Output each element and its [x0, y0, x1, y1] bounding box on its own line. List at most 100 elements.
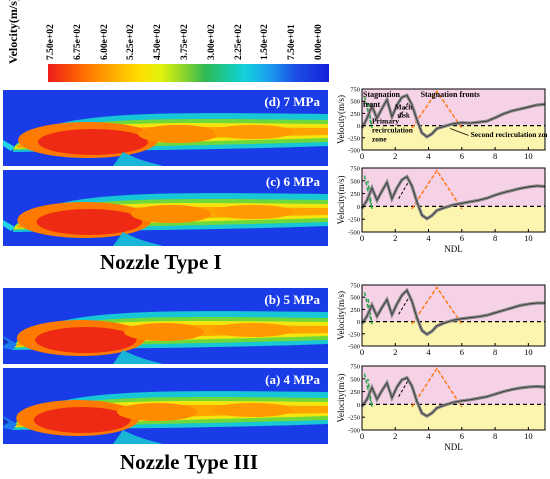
- y-axis-label: Velocity(m/s): [336, 95, 346, 144]
- x-tick-label: 6: [460, 233, 464, 243]
- x-tick-label: 0: [360, 431, 364, 441]
- plot-frame: [361, 88, 546, 151]
- velocity-contour-field: (a) 4 MPa: [3, 368, 328, 444]
- velocity-curve-core: [361, 377, 546, 417]
- colorbar-tick-label: 3.75e+02: [180, 24, 190, 60]
- contour-plot: [3, 368, 328, 444]
- x-tick-label: 10: [524, 233, 533, 243]
- colorbar-tick-label: 7.50e+02: [46, 24, 56, 60]
- velocity-curve-core: [361, 289, 545, 335]
- y-tick-label: 0: [357, 402, 360, 409]
- mach-disk-arrow: [398, 379, 410, 397]
- y-tick-label: 500: [350, 376, 360, 383]
- colorbar-tick-label: 6.75e+02: [72, 24, 83, 60]
- stagnation-fronts-arrow: [411, 90, 463, 129]
- colorbar-tick-label: 5.25e+02: [126, 24, 137, 60]
- contour-plot: [3, 170, 328, 246]
- x-tick-label: 10: [524, 347, 533, 357]
- velocity-contour-field: (c) 6 MPa: [3, 170, 328, 246]
- colorbar-tick-label: 2.25e+02: [233, 24, 244, 60]
- x-tick-label: 0: [360, 233, 364, 243]
- colorbar-tick-label: 4.50e+02: [153, 24, 164, 60]
- stagnation-fronts-arrow: [411, 286, 463, 325]
- plot-frame: [361, 284, 546, 347]
- y-tick-label: -250: [348, 217, 360, 224]
- x-axis-label: NDL: [444, 244, 463, 254]
- background-yellow: [362, 321, 545, 346]
- x-tick-label: 2: [393, 347, 397, 357]
- chart-panel-b: -500 -250 0 250 500 750 0 2 4 6 8 10 Velocity(m/s): [335, 283, 547, 358]
- mach-disk-annotation: Mach disk: [395, 103, 412, 119]
- x-tick-label: 10: [524, 431, 533, 441]
- plot-frame: [361, 167, 546, 233]
- stagnation-fronts-annotation: Stagnation fronts: [421, 90, 480, 99]
- y-axis-label: Velocity(m/s): [336, 176, 346, 225]
- colorbar-tick-label: 3.00e+02: [206, 24, 217, 60]
- stagnation-fronts-arrow: [411, 367, 463, 408]
- y-tick-label: 500: [350, 295, 360, 302]
- pressure-label: (d) 7 MPa: [264, 94, 320, 109]
- chart-panel-c: -500 -250 0 250 500 750 0 2 4 6 8 10 Velocity(m/s) ND…: [335, 166, 547, 254]
- pressure-label: (c) 6 MPa: [265, 174, 320, 189]
- x-tick-label: 2: [393, 431, 397, 441]
- pressure-label: (a) 4 MPa: [265, 372, 320, 387]
- background-yellow: [362, 404, 545, 430]
- second-recirculation-annotation: Second recirculation zone: [471, 130, 547, 139]
- y-tick-label: 750: [350, 87, 360, 94]
- y-axis-label: Velocity(m/s): [336, 374, 346, 423]
- x-tick-label: 2: [393, 233, 397, 243]
- x-tick-label: 4: [426, 347, 431, 357]
- contour-plot: [3, 288, 328, 364]
- x-tick-label: 4: [426, 431, 431, 441]
- y-tick-label: 750: [350, 166, 360, 173]
- y-axis-label: Velocity(m/s): [336, 291, 346, 340]
- nozzle-type-1-title: Nozzle Type I: [100, 250, 222, 274]
- y-tick-label: 250: [350, 191, 360, 198]
- x-tick-label: 4: [426, 233, 431, 243]
- x-tick-label: 6: [460, 347, 464, 357]
- x-tick-label: 0: [360, 151, 364, 161]
- mach-disk-arrow: [398, 181, 410, 199]
- second-zone-pointer: [450, 128, 469, 136]
- y-tick-label: 500: [350, 178, 360, 185]
- colorbar-tick-label: 6.00e+02: [99, 24, 110, 60]
- x-tick-label: 6: [460, 431, 464, 441]
- y-tick-label: 500: [350, 99, 360, 106]
- y-tick-label: -250: [348, 415, 360, 422]
- y-tick-label: 250: [350, 111, 360, 118]
- plot-frame: [361, 365, 546, 431]
- colorbar-tick-label: 0.00e+00: [314, 24, 324, 60]
- velocity-curve-core: [361, 94, 546, 138]
- y-tick-label: 250: [350, 389, 360, 396]
- velocity-curve-core: [361, 176, 546, 220]
- y-tick-label: -500: [348, 148, 360, 155]
- x-tick-label: 8: [493, 347, 497, 357]
- x-tick-label: 2: [393, 151, 397, 161]
- nozzle-type-3-title: Nozzle Type III: [120, 450, 259, 474]
- pressure-label: (b) 5 MPa: [264, 292, 320, 307]
- x-tick-label: 8: [493, 151, 497, 161]
- y-tick-label: 0: [357, 123, 360, 130]
- y-tick-label: 0: [357, 319, 360, 326]
- x-tick-label: 4: [426, 151, 431, 161]
- velocity-colorbar: [48, 64, 329, 82]
- y-tick-label: -250: [348, 135, 360, 142]
- x-axis-label: NDL: [444, 442, 463, 452]
- y-tick-label: 750: [350, 283, 360, 290]
- y-tick-label: 0: [357, 204, 360, 211]
- colorbar-tick-label: 1.50e+02: [260, 24, 271, 60]
- contour-plot: [3, 90, 328, 166]
- mach-disk-arrow: [398, 101, 410, 119]
- colorbar-tick-label: 7.50e+01: [287, 24, 298, 60]
- x-tick-label: 10: [524, 151, 533, 161]
- background-pink: [362, 366, 545, 405]
- velocity-contour-field: (b) 5 MPa: [3, 288, 328, 364]
- y-tick-label: -500: [348, 344, 360, 351]
- x-tick-label: 8: [493, 431, 497, 441]
- y-tick-label: 250: [350, 307, 360, 314]
- y-tick-label: -250: [348, 331, 360, 338]
- x-tick-label: 6: [460, 151, 464, 161]
- chart-panel-a: -500 -250 0 250 500 750 0 2 4 6 8 10 Velocity(m/s) ND…: [335, 364, 547, 452]
- x-tick-label: 8: [493, 233, 497, 243]
- velocity-contour-field: (d) 7 MPa: [3, 90, 328, 166]
